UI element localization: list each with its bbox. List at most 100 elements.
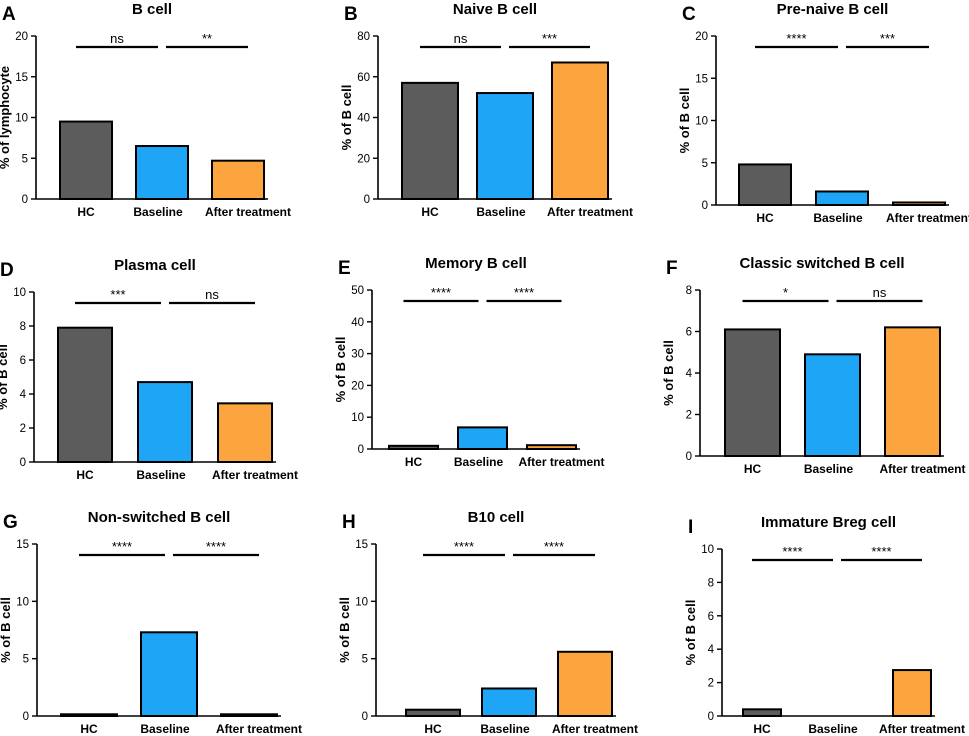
panel-g-bar-baseline <box>140 631 198 717</box>
panel-f-category-label: HC <box>744 462 762 476</box>
panel-c-sig-label: **** <box>786 31 806 46</box>
panel-a-ytick-label: 0 <box>22 194 28 206</box>
panel-i-category-label: After treatment <box>879 722 965 736</box>
panel-b-ytick-label: 80 <box>357 31 370 43</box>
panel-e-bar-baseline <box>457 426 508 451</box>
panel-g-bar-after-treatment <box>220 713 278 718</box>
panel-g-title: Non-switched B cell <box>88 509 231 526</box>
panel-i-ytick-label: 2 <box>708 678 714 690</box>
panel-e-title: Memory B cell <box>425 255 527 272</box>
panel-i-sig-label: **** <box>782 544 802 559</box>
panel-c-sig-label: *** <box>880 31 895 46</box>
panel-c-ytick-label: 15 <box>695 73 708 85</box>
panel-f-ytick-label: 8 <box>686 285 692 297</box>
panel-d-category-label: After treatment <box>212 468 298 482</box>
panel-g-ytick-label: 0 <box>23 711 29 723</box>
panel-f-ytick-label: 0 <box>686 451 692 463</box>
panel-i-ytick-label: 0 <box>708 711 714 723</box>
panel-f-bar-baseline <box>804 353 861 458</box>
panel-h-ytick-label: 5 <box>362 654 368 666</box>
panel-a-ytick-label: 20 <box>15 31 28 43</box>
panel-d-category-label: Baseline <box>136 468 186 482</box>
panel-e-category-label: After treatment <box>518 455 604 469</box>
panel-i-category-label: HC <box>753 722 771 736</box>
panel-f-bar-after-treatment <box>884 326 941 457</box>
panel-a-category-label: Baseline <box>133 205 183 219</box>
panel-h-ylabel: % of B cell <box>337 597 352 663</box>
panel-h-category-label: HC <box>424 722 442 736</box>
panel-a-category-label: HC <box>77 205 95 219</box>
panel-i-letter: I <box>688 517 693 538</box>
panel-c-ytick-label: 10 <box>695 116 708 128</box>
panel-b-category-label: Baseline <box>476 205 526 219</box>
panel-b-ytick-label: 20 <box>357 153 370 165</box>
panel-e-bar-hc <box>388 444 439 451</box>
panel-e-ytick-label: 50 <box>351 285 364 297</box>
panel-e-ylabel: % of B cell <box>333 337 348 403</box>
panel-d-letter: D <box>0 260 14 281</box>
panel-d-ytick-label: 2 <box>20 423 26 435</box>
panel-h-bar-baseline <box>481 687 537 717</box>
panel-h-bar-after-treatment <box>557 650 613 718</box>
panel-f-bar-hc <box>724 328 781 457</box>
panel-g-sig-label: **** <box>112 539 132 554</box>
panel-h-sig-label: **** <box>454 539 474 554</box>
panel-b-sig-label: *** <box>542 31 557 46</box>
panel-b-ytick-label: 40 <box>357 113 370 125</box>
panel-g-ytick-label: 10 <box>16 596 29 608</box>
panel-d-sig-label: ns <box>205 287 219 302</box>
panel-d-ytick-label: 0 <box>20 457 26 469</box>
panel-d-sig-label: *** <box>110 287 125 302</box>
panel-d-bar-baseline <box>137 381 193 464</box>
panel-h-title: B10 cell <box>468 509 525 526</box>
panel-e-bar-after-treatment <box>526 444 577 450</box>
panel-f-category-label: Baseline <box>804 462 854 476</box>
panel-a-letter: A <box>2 4 16 25</box>
panel-g-ylabel: % of B cell <box>0 597 13 663</box>
panel-h-bar-hc <box>405 708 461 718</box>
panel-h-letter: H <box>342 512 356 533</box>
panel-a-ytick-label: 15 <box>15 72 28 84</box>
panel-b-sig-label: ns <box>454 31 468 46</box>
panel-i-ytick-label: 6 <box>708 611 714 623</box>
panel-c-letter: C <box>682 4 696 25</box>
panel-i-bar-hc <box>742 708 782 718</box>
panel-a-bar-hc <box>59 120 113 200</box>
panel-f-letter: F <box>666 258 678 279</box>
panel-a-ylabel: % of lymphocyte <box>0 66 12 169</box>
panel-h-category-label: Baseline <box>480 722 530 736</box>
panel-c-category-label: After treatment <box>886 211 969 225</box>
panel-c-category-label: HC <box>756 211 774 225</box>
panel-i-title: Immature Breg cell <box>761 514 896 531</box>
panel-b-bar-after-treatment <box>551 61 609 200</box>
panel-d-ytick-label: 4 <box>20 389 27 401</box>
panel-a-sig-label: ns <box>110 31 124 46</box>
panel-c-ytick-label: 5 <box>702 158 708 170</box>
panel-a-bar-baseline <box>135 145 189 200</box>
panel-h-ytick-label: 15 <box>355 539 368 551</box>
panel-f-sig-label: ns <box>873 285 887 300</box>
panel-b-category-label: HC <box>421 205 439 219</box>
panel-e-sig-label: **** <box>431 285 451 300</box>
panel-e-ytick-label: 40 <box>351 317 364 329</box>
panel-i-category-label: Baseline <box>808 722 858 736</box>
panel-c-ylabel: % of B cell <box>677 88 692 154</box>
panel-a-ytick-label: 5 <box>22 153 28 165</box>
panel-h-ytick-label: 0 <box>362 711 368 723</box>
panel-c-bar-after-treatment <box>892 201 946 206</box>
panel-h-category-label: After treatment <box>552 722 638 736</box>
panel-b-category-label: After treatment <box>547 205 633 219</box>
panel-g-sig-label: **** <box>206 539 226 554</box>
panel-e-category-label: Baseline <box>454 455 504 469</box>
panel-a-title: B cell <box>132 1 172 18</box>
panel-c-bar-hc <box>738 163 792 207</box>
panel-b-letter: B <box>344 4 358 25</box>
panel-g-category-label: Baseline <box>140 722 190 736</box>
panel-d-bar-hc <box>57 326 113 464</box>
panel-d-category-label: HC <box>76 468 94 482</box>
panel-f-sig-label: * <box>783 285 788 300</box>
panel-c-category-label: Baseline <box>813 211 863 225</box>
panel-g-letter: G <box>3 512 18 533</box>
panel-h-sig-label: **** <box>544 539 564 554</box>
